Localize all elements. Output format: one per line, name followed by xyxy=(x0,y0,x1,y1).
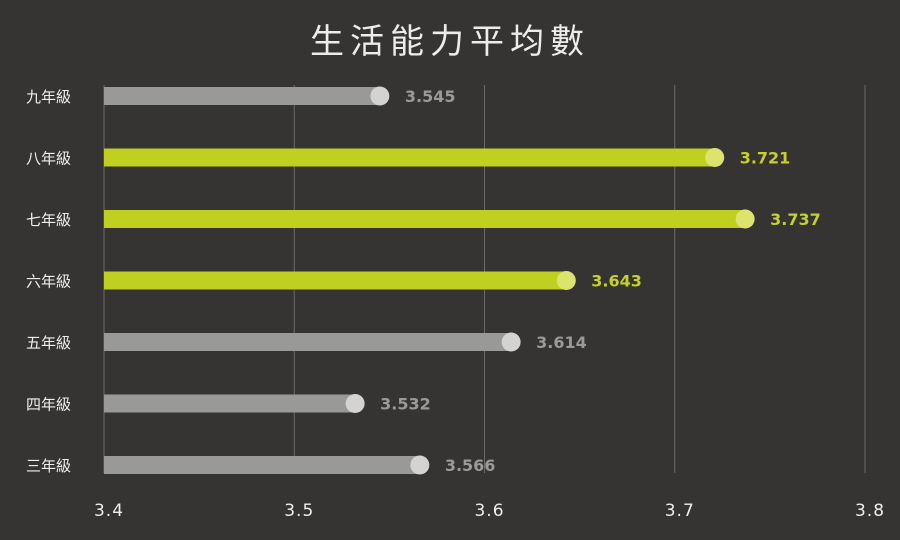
x-tick-label: 3.7 xyxy=(665,501,695,521)
x-tick-label: 3.8 xyxy=(855,501,885,521)
bar-end-dot xyxy=(501,332,521,352)
value-label: 3.614 xyxy=(536,333,587,352)
bar xyxy=(104,271,567,290)
bars xyxy=(104,86,755,475)
x-tick-label: 3.5 xyxy=(284,501,314,521)
category-label: 三年級 xyxy=(26,457,71,475)
bar-end-dot xyxy=(556,271,576,290)
bar xyxy=(104,148,715,167)
bar-end-dot xyxy=(370,86,390,106)
value-label: 3.532 xyxy=(380,395,431,414)
bar xyxy=(104,394,356,413)
x-tick-label: 3.4 xyxy=(94,501,124,521)
category-label: 七年級 xyxy=(26,211,71,229)
bar-end-dot xyxy=(735,209,755,229)
bar xyxy=(104,333,512,351)
category-label: 九年級 xyxy=(26,88,71,106)
bar xyxy=(104,210,746,228)
chart-title: 生活能力平均數 xyxy=(310,22,590,62)
labels: 3.4 3.5 3.6 3.7 3.8 3.545 九年級 3.721 八年級 3.737 七年級 3… xyxy=(26,87,885,521)
bar-end-dot xyxy=(705,148,725,167)
value-label: 3.545 xyxy=(405,87,456,106)
category-label: 六年級 xyxy=(26,273,71,291)
category-label: 四年級 xyxy=(26,396,71,414)
bar-end-dot xyxy=(345,394,365,413)
bar xyxy=(104,87,380,105)
bar-end-dot xyxy=(410,455,430,475)
value-label: 3.737 xyxy=(770,210,821,229)
x-tick-label: 3.6 xyxy=(474,501,504,521)
value-label: 3.566 xyxy=(445,456,496,475)
value-label: 3.643 xyxy=(591,272,642,291)
category-label: 五年級 xyxy=(26,334,71,352)
bar xyxy=(104,456,420,474)
category-label: 八年級 xyxy=(26,150,71,168)
value-label: 3.721 xyxy=(740,149,791,168)
